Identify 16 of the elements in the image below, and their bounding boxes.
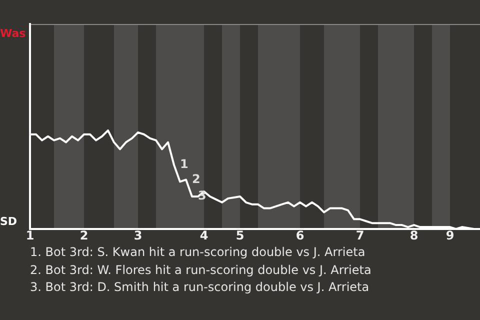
x-tick-label: 7 xyxy=(356,228,364,242)
x-tick-label: 3 xyxy=(134,228,142,242)
x-tick-label: 5 xyxy=(236,228,244,242)
text: 2. Bot 3rd: W. Flores hit a run-scoring double vs J. Arrieta xyxy=(30,262,372,278)
x-tick-label: 1 xyxy=(26,228,34,242)
text: 1. Bot 3rd: S. Kwan hit a run-scoring double vs J. Arrieta xyxy=(30,244,366,261)
x-tick-label: 2 xyxy=(80,228,88,242)
x-tick-label: 4 xyxy=(200,228,208,242)
x-tick-label: 6 xyxy=(296,228,304,242)
text: SD xyxy=(0,215,18,228)
text: Was xyxy=(0,27,26,40)
annotation: 1 xyxy=(180,157,188,172)
x-tick-label: 9 xyxy=(446,228,454,242)
annotation: 2 xyxy=(192,172,200,186)
x-tick-label: 8 xyxy=(410,228,418,242)
text: 3. Bot 3rd: D. Smith hit a run-scoring double vs J. Arrieta xyxy=(30,279,370,296)
